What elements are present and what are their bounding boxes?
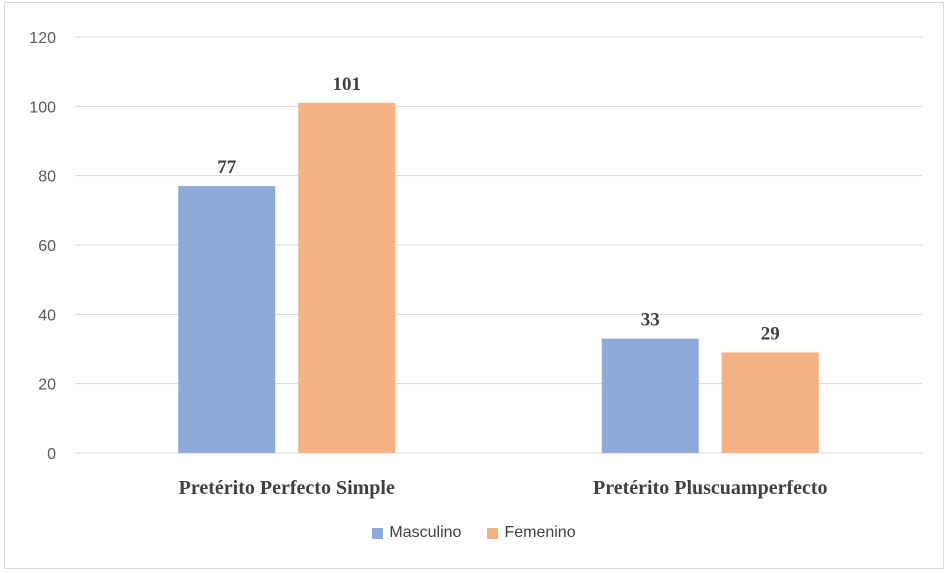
- x-category-label-0: Pretérito Perfecto Simple: [179, 477, 395, 499]
- y-tick-label-60: 60: [38, 238, 56, 255]
- bar-masculino-1: [601, 338, 699, 453]
- data-label-masculino-0: 77: [217, 157, 237, 178]
- data-label-masculino-1: 33: [641, 310, 660, 331]
- legend-item-masculino: Masculino: [372, 524, 461, 542]
- data-labels: 77 101 33 29: [217, 74, 780, 345]
- legend-swatch-masculino: [372, 527, 384, 539]
- y-tick-label-80: 80: [38, 169, 56, 186]
- legend: Masculino Femenino: [0, 524, 948, 542]
- y-tick-label-120: 120: [29, 30, 56, 47]
- data-label-femenino-0: 101: [333, 74, 362, 95]
- legend-label-masculino: Masculino: [389, 524, 462, 541]
- bar-femenino-0: [298, 102, 396, 453]
- legend-swatch-femenino: [487, 527, 499, 539]
- y-tick-label-40: 40: [38, 307, 56, 324]
- x-axis-categories: Pretérito Perfecto Simple Pretérito Plusc…: [179, 477, 828, 499]
- y-tick-label-0: 0: [47, 446, 56, 463]
- y-tick-label-20: 20: [38, 377, 56, 394]
- y-axis-ticks: 0 20 40 60 80 100 120: [29, 30, 56, 463]
- bar-masculino-0: [178, 186, 276, 454]
- y-tick-label-100: 100: [29, 99, 56, 116]
- chart-frame: [4, 2, 944, 569]
- bars: [178, 102, 819, 454]
- x-category-label-1: Pretérito Pluscuamperfecto: [593, 477, 828, 499]
- legend-label-femenino: Femenino: [504, 524, 576, 541]
- bar-femenino-1: [721, 352, 819, 453]
- legend-item-femenino: Femenino: [487, 524, 576, 542]
- data-label-femenino-1: 29: [761, 323, 780, 344]
